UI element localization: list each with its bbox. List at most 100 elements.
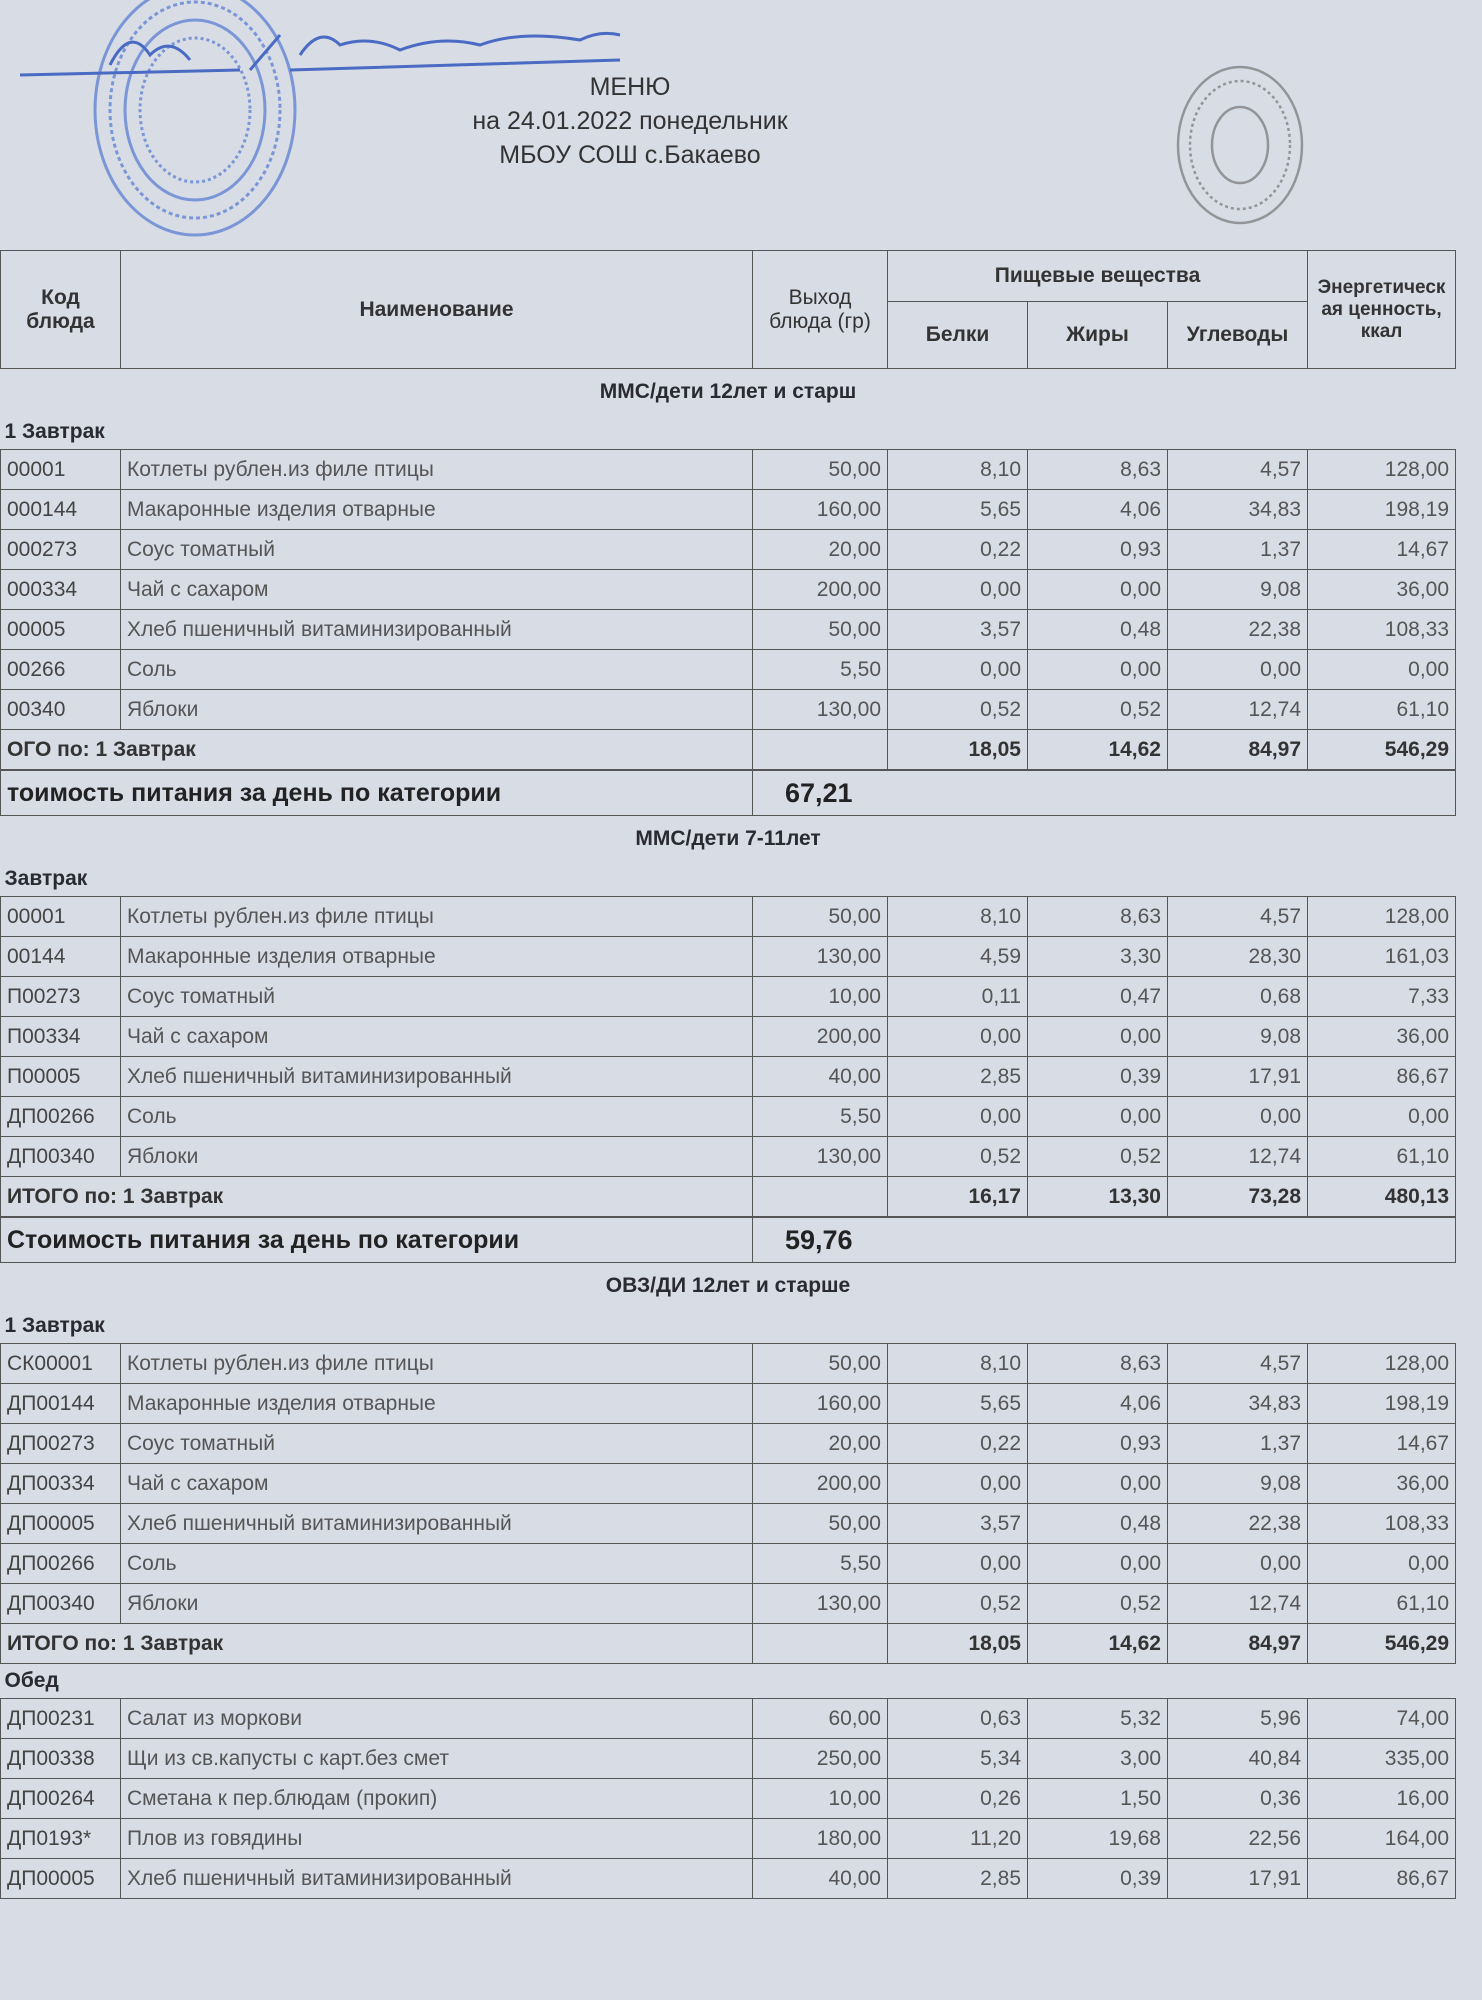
table-row: 00001 Котлеты рублен.из филе птицы 50,00 8,… bbox=[0, 896, 1457, 937]
dish-protein: 0,00 bbox=[887, 649, 1028, 690]
dish-code: П00273 bbox=[0, 976, 121, 1017]
col-nutrients: Пищевые вещества bbox=[886, 250, 1309, 302]
table-row: 00005 Хлеб пшеничный витаминизированный 50… bbox=[0, 609, 1457, 650]
dish-fat: 0,00 bbox=[1027, 1543, 1168, 1584]
dish-protein: 2,85 bbox=[887, 1858, 1028, 1899]
dish-protein: 0,00 bbox=[887, 1543, 1028, 1584]
table-row: П00005 Хлеб пшеничный витаминизированный 4… bbox=[0, 1056, 1457, 1097]
dish-carbs: 22,56 bbox=[1166, 1818, 1309, 1859]
dish-energy: 36,00 bbox=[1307, 1016, 1457, 1057]
dish-carbs: 9,08 bbox=[1166, 569, 1309, 610]
dish-yield: 50,00 bbox=[752, 1503, 888, 1544]
table-row: ДП0193* Плов из говядины 180,00 11,20 19,68 2… bbox=[0, 1818, 1457, 1859]
total-row: ИТОГО по: 1 Завтрак 16,17 13,30 73,28 480,13 bbox=[0, 1176, 1457, 1218]
dish-code: ДП00338 bbox=[0, 1738, 121, 1779]
dish-yield: 160,00 bbox=[752, 489, 888, 530]
dish-fat: 8,63 bbox=[1027, 896, 1168, 937]
table-row: ДП00005 Хлеб пшеничный витаминизированный… bbox=[0, 1503, 1457, 1544]
dish-name: Салат из моркови bbox=[120, 1698, 753, 1739]
table-row: 00001 Котлеты рублен.из филе птицы 50,00 8,… bbox=[0, 449, 1457, 490]
total-label: ИТОГО по: 1 Завтрак bbox=[0, 1176, 753, 1218]
table-row: П00273 Соус томатный 10,00 0,11 0,47 0,68 7,33 bbox=[0, 976, 1457, 1017]
dish-fat: 0,00 bbox=[1027, 1016, 1168, 1057]
dish-name: Соус томатный bbox=[120, 529, 753, 570]
dish-name: Макаронные изделия отварные bbox=[120, 1383, 753, 1424]
dish-carbs: 12,74 bbox=[1166, 689, 1309, 730]
dish-code: 00266 bbox=[0, 649, 121, 690]
dish-fat: 0,00 bbox=[1027, 569, 1168, 610]
table-subheader-row: Белки Жиры Углеводы bbox=[1, 301, 1456, 369]
dish-carbs: 34,83 bbox=[1166, 1383, 1309, 1424]
dish-energy: 198,19 bbox=[1307, 1383, 1457, 1424]
dish-energy: 108,33 bbox=[1307, 609, 1457, 650]
dish-name: Яблоки bbox=[120, 689, 753, 730]
dish-carbs: 40,84 bbox=[1166, 1738, 1309, 1779]
dish-name: Котлеты рублен.из филе птицы bbox=[120, 449, 753, 490]
dish-protein: 5,34 bbox=[887, 1738, 1028, 1779]
section-title-row: ММС/дети 7-11лет bbox=[1, 816, 1456, 863]
meal-label: Обед bbox=[4, 1669, 59, 1692]
dish-fat: 0,52 bbox=[1027, 1136, 1168, 1177]
dish-carbs: 12,74 bbox=[1166, 1583, 1309, 1624]
dish-protein: 0,52 bbox=[887, 1136, 1028, 1177]
total-yield-empty bbox=[752, 1623, 888, 1664]
total-yield-empty bbox=[752, 1176, 888, 1218]
dish-protein: 4,59 bbox=[887, 936, 1028, 977]
cost-row: Стоимость питания за день по категории 59… bbox=[0, 1216, 1457, 1263]
dish-energy: 108,33 bbox=[1307, 1503, 1457, 1544]
dish-name: Хлеб пшеничный витаминизированный bbox=[120, 609, 753, 650]
section-title: ММС/дети 12лет и старш bbox=[599, 380, 857, 403]
table-row: ДП00264 Сметана к пер.блюдам (прокип) 10,0… bbox=[0, 1778, 1457, 1819]
school-name: МБОУ СОШ с.Бакаево bbox=[499, 141, 761, 169]
dish-name: Яблоки bbox=[120, 1136, 753, 1177]
dish-yield: 200,00 bbox=[752, 1463, 888, 1504]
dish-yield: 50,00 bbox=[752, 449, 888, 490]
dish-energy: 7,33 bbox=[1307, 976, 1457, 1017]
col-carbs: Углеводы bbox=[1166, 301, 1309, 369]
official-stamp-left bbox=[93, 0, 297, 237]
dish-energy: 0,00 bbox=[1307, 1543, 1457, 1584]
dish-fat: 19,68 bbox=[1027, 1818, 1168, 1859]
table-row: ДП00144 Макаронные изделия отварные 160,00… bbox=[0, 1383, 1457, 1424]
dish-energy: 14,67 bbox=[1307, 529, 1457, 570]
total-fat: 13,30 bbox=[1027, 1176, 1168, 1218]
dish-carbs: 22,38 bbox=[1166, 609, 1309, 650]
dish-protein: 0,00 bbox=[887, 569, 1028, 610]
dish-name: Соль bbox=[120, 1543, 753, 1584]
section-title: ММС/дети 7-11лет bbox=[635, 827, 821, 850]
table-row: 000144 Макаронные изделия отварные 160,00 5… bbox=[0, 489, 1457, 530]
dish-carbs: 1,37 bbox=[1166, 1423, 1309, 1464]
dish-yield: 200,00 bbox=[752, 569, 888, 610]
dish-fat: 3,30 bbox=[1027, 936, 1168, 977]
dish-carbs: 17,91 bbox=[1166, 1056, 1309, 1097]
dish-carbs: 0,68 bbox=[1166, 976, 1309, 1017]
dish-code: ДП00273 bbox=[0, 1423, 121, 1464]
table-row: 00144 Макаронные изделия отварные 130,00 4,… bbox=[0, 936, 1457, 977]
dish-protein: 0,22 bbox=[887, 529, 1028, 570]
dish-code: ДП00005 bbox=[0, 1858, 121, 1899]
dish-code: ДП00231 bbox=[0, 1698, 121, 1739]
col-fat: Жиры bbox=[1027, 301, 1168, 369]
dish-energy: 128,00 bbox=[1307, 896, 1457, 937]
total-carbs: 84,97 bbox=[1166, 729, 1309, 771]
dish-energy: 36,00 bbox=[1307, 569, 1457, 610]
dish-protein: 2,85 bbox=[887, 1056, 1028, 1097]
dish-code: 00001 bbox=[0, 449, 121, 490]
total-label: ИТОГО по: 1 Завтрак bbox=[0, 1623, 753, 1664]
dish-protein: 5,65 bbox=[887, 1383, 1028, 1424]
dish-fat: 8,63 bbox=[1027, 449, 1168, 490]
dish-carbs: 12,74 bbox=[1166, 1136, 1309, 1177]
dish-name: Макаронные изделия отварные bbox=[120, 489, 753, 530]
dish-carbs: 4,57 bbox=[1166, 1343, 1309, 1384]
table-row: П00334 Чай с сахаром 200,00 0,00 0,00 9,08 36,… bbox=[0, 1016, 1457, 1057]
dish-yield: 50,00 bbox=[752, 609, 888, 650]
table-row: ДП00231 Салат из моркови 60,00 0,63 5,32 5,96… bbox=[0, 1698, 1457, 1739]
dish-yield: 40,00 bbox=[752, 1056, 888, 1097]
dish-code: 000273 bbox=[0, 529, 121, 570]
document-header: МЕНЮ на 24.01.2022 понедельник МБОУ СОШ … bbox=[380, 70, 880, 172]
dish-energy: 61,10 bbox=[1307, 1583, 1457, 1624]
dish-yield: 130,00 bbox=[752, 1583, 888, 1624]
dish-protein: 0,52 bbox=[887, 1583, 1028, 1624]
dish-energy: 16,00 bbox=[1307, 1778, 1457, 1819]
dish-code: П00334 bbox=[0, 1016, 121, 1057]
